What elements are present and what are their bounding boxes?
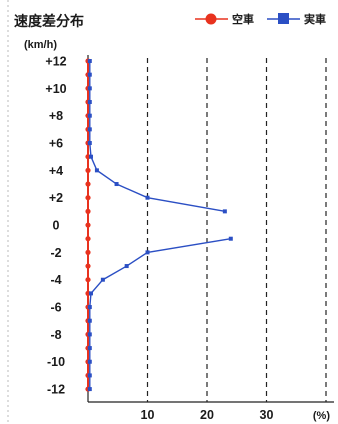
data-point-occupied	[87, 100, 92, 105]
x-tick-label: 30	[260, 408, 274, 422]
series-line-occupied-lower	[89, 238, 231, 390]
data-point-empty	[85, 208, 91, 214]
data-point-empty	[85, 263, 91, 269]
data-point-occupied	[87, 113, 92, 118]
data-point-empty	[85, 167, 91, 173]
data-point-occupied	[87, 127, 92, 132]
data-point-occupied	[87, 332, 92, 337]
data-point-occupied	[145, 250, 150, 255]
y-tick-labels: +12 +10 +8 +6 +4 +2 0 -2 -4 -6 -8 -10 -12	[45, 55, 66, 397]
data-point-occupied	[88, 154, 93, 159]
y-tick-label: -8	[50, 328, 61, 342]
x-axis-unit: (%)	[313, 410, 330, 422]
data-point-occupied	[228, 236, 233, 241]
data-point-occupied	[87, 141, 92, 146]
y-tick-label: +2	[49, 191, 63, 205]
series-layer	[85, 58, 233, 392]
legend: 空車 実車	[195, 12, 326, 26]
y-tick-label: -2	[50, 246, 61, 260]
y-tick-label: -6	[50, 301, 61, 315]
series-line-occupied-upper	[89, 61, 225, 213]
legend-label-occupied: 実車	[304, 12, 326, 26]
data-point-occupied	[87, 373, 92, 378]
y-tick-label: -10	[47, 355, 65, 369]
data-point-occupied	[87, 387, 92, 392]
x-tick-labels: 10 20 30	[141, 408, 274, 422]
data-point-occupied	[100, 277, 105, 282]
data-point-occupied	[87, 346, 92, 351]
y-tick-label: +10	[45, 82, 66, 96]
y-tick-label: +12	[45, 55, 66, 69]
data-point-occupied	[87, 86, 92, 91]
y-tick-label: -4	[50, 273, 61, 287]
data-point-empty	[85, 249, 91, 255]
data-point-occupied	[87, 305, 92, 310]
y-tick-label: -12	[47, 383, 65, 397]
data-point-occupied	[114, 182, 119, 187]
data-point-occupied	[87, 318, 92, 323]
data-point-occupied	[145, 195, 150, 200]
chart-title: 速度差分布	[14, 13, 84, 30]
data-point-empty	[85, 181, 91, 187]
legend-marker-occupied	[278, 13, 289, 24]
y-tick-label: +4	[49, 164, 63, 178]
y-axis-unit: (km/h)	[24, 39, 57, 51]
data-point-empty	[85, 222, 91, 228]
gridlines	[146, 58, 327, 402]
axes	[87, 55, 334, 403]
data-point-occupied	[222, 209, 227, 214]
data-point-occupied	[87, 72, 92, 77]
x-tick-label: 10	[141, 408, 155, 422]
data-point-empty	[85, 195, 91, 201]
data-point-occupied	[87, 59, 92, 63]
y-tick-label: 0	[53, 219, 60, 233]
data-point-empty	[85, 277, 91, 283]
legend-label-empty: 空車	[232, 12, 254, 26]
data-point-occupied	[124, 264, 129, 269]
y-tick-label: +8	[49, 109, 63, 123]
data-point-empty	[85, 236, 91, 242]
legend-marker-empty	[205, 13, 217, 25]
x-tick-label: 20	[200, 408, 214, 422]
y-tick-label: +6	[49, 137, 63, 151]
data-point-occupied	[87, 359, 92, 364]
data-point-occupied	[94, 168, 99, 173]
data-point-occupied	[88, 291, 93, 296]
